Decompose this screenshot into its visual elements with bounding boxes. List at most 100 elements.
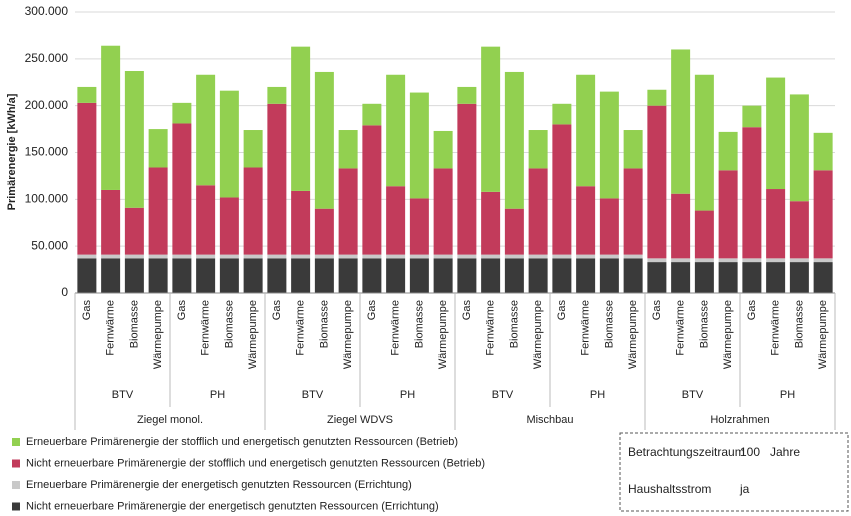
bar-segment [671,193,691,259]
bar-segment [552,103,572,125]
bar-segment [694,262,714,293]
bar-segment [172,123,192,255]
bar-segment [77,86,97,103]
bar-segment [742,258,762,263]
bar-segment [457,258,477,293]
standard-label: PH [780,389,795,401]
x-tick-label: Gas [461,300,473,321]
x-tick-label: Biomasse [603,300,615,348]
bar-segment [718,258,738,263]
bar-segment [504,254,524,259]
bar-segment [457,254,477,259]
bar-segment [172,258,192,293]
x-tick-label: Fernwärme [105,300,117,356]
bar-segment [481,258,501,293]
x-tick-label: Gas [176,300,188,321]
y-tick-label: 250.000 [25,51,69,65]
bar-segment [148,254,168,259]
bar-segment [267,103,287,255]
x-tick-label: Wärmepumpe [722,300,734,369]
bar-segment [291,46,311,191]
bar-segment [409,198,429,255]
y-tick-label: 100.000 [25,192,69,206]
bar-segment [101,254,121,259]
x-tick-label: Gas [271,300,283,321]
bar-segment [433,258,453,293]
settings-value: ja [739,482,750,496]
y-tick-label: 300.000 [25,4,69,18]
bar-segment [196,185,216,255]
bar-segment [504,208,524,255]
bar-segment [386,254,406,259]
bar-segment [267,86,287,104]
bar-segment [409,254,429,259]
bar-segment [433,254,453,259]
x-tick-label: Gas [556,300,568,321]
bar-segment [671,258,691,263]
bar-segment [742,105,762,128]
bar-segment [148,167,168,255]
bar-segment [647,89,667,106]
x-tick-label: Fernwärme [770,300,782,356]
bar-segment [243,258,263,293]
building-label: Ziegel WDVS [327,414,393,426]
bar-segment [481,191,501,255]
bar-segment [433,168,453,255]
bar-segment [219,254,239,259]
bar-segment [386,258,406,293]
x-tick-label: Wärmepumpe [627,300,639,369]
bar-segment [433,130,453,169]
building-label: Ziegel monol. [137,414,203,426]
bar-segment [789,94,809,202]
standard-label: PH [590,389,605,401]
bar-segment [576,186,596,255]
bar-segment [172,102,192,124]
bar-segment [694,258,714,263]
x-tick-label: Wärmepumpe [532,300,544,369]
bar-segment [813,170,833,259]
bar-segment [671,262,691,293]
bar-segment [362,254,382,259]
bar-segment [409,258,429,293]
bar-segment [576,258,596,293]
x-tick-label: Wärmepumpe [342,300,354,369]
bar-segment [243,167,263,255]
x-tick-label: Fernwärme [390,300,402,356]
bar-segment [77,254,97,259]
bar-segment [576,74,596,187]
legend-swatch [12,481,20,489]
bar-segment [528,258,548,293]
bar-segment [694,74,714,211]
bar-segment [528,254,548,259]
y-tick-label: 50.000 [31,238,68,252]
bar-segment [623,130,643,169]
bar-segment [718,131,738,171]
x-tick-label: Biomasse [413,300,425,348]
bar-segment [362,103,382,126]
x-tick-label: Fernwärme [295,300,307,356]
bar-segment [314,258,334,293]
bar-segment [267,258,287,293]
x-tick-label: Biomasse [223,300,235,348]
bar-segment [243,254,263,259]
bar-segment [552,124,572,255]
x-tick-label: Biomasse [698,300,710,348]
bar-segment [528,130,548,169]
legend-label: Erneuerbare Primärenergie der energetisc… [26,479,412,491]
y-tick-label: 200.000 [25,98,69,112]
bar-segment [362,125,382,255]
bar-segment [647,262,667,293]
settings-value: 100 [740,445,760,459]
x-tick-label: Wärmepumpe [437,300,449,369]
legend-swatch [12,459,20,468]
bar-segment [101,258,121,293]
x-tick-label: Biomasse [318,300,330,348]
bar-segment [457,86,477,104]
bar-segment [124,254,144,259]
legend-swatch [12,438,20,446]
bar-segment [766,258,786,263]
bar-segment [504,258,524,293]
bar-segment [599,91,619,199]
x-tick-label: Gas [366,300,378,321]
bar-segment [766,262,786,293]
